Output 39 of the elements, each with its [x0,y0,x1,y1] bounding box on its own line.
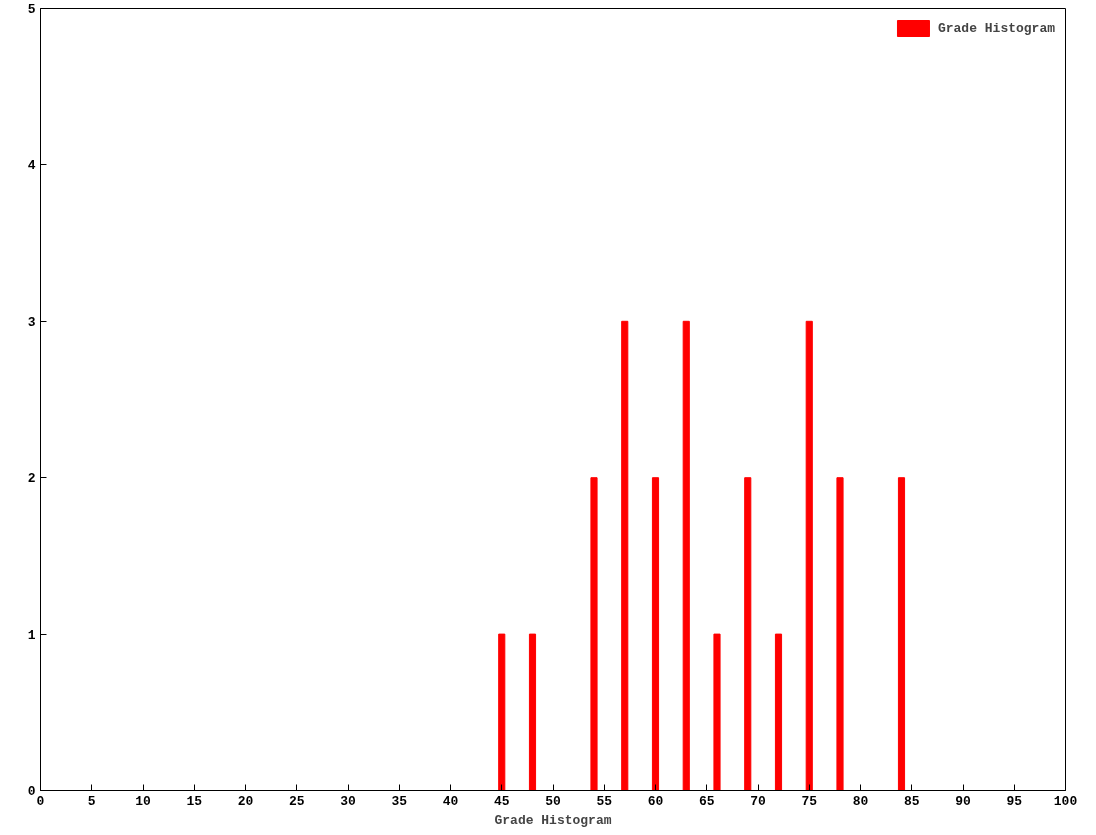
x-tick-label: 5 [87,793,96,809]
x-tick-label: 85 [903,793,920,809]
x-tick-label: 95 [1006,793,1023,809]
bar [498,633,506,791]
x-tick-label: 60 [647,793,664,809]
x-tick-label: 10 [135,793,151,809]
x-tick-label: 65 [698,793,715,809]
x-tick-label: 50 [545,793,561,809]
x-tick-label: 90 [955,793,971,809]
y-tick-label: 1 [27,627,36,643]
x-tick-label: 25 [288,793,305,809]
bar [590,477,598,791]
legend-label: Grade Histogram [937,20,1055,36]
bar [528,633,537,791]
bar [682,320,690,791]
x-tick-label: 20 [237,793,254,809]
y-tick-label: 4 [27,158,36,174]
x-tick-label: 45 [493,793,510,809]
bar [621,320,629,791]
x-tick-label: 35 [391,793,408,809]
y-tick-label: 2 [27,471,36,487]
bar [805,320,813,791]
x-tick-label: 70 [750,793,766,809]
x-tick-label: 100 [1053,793,1078,809]
x-tick-label: 40 [442,793,459,809]
x-axis-title: Grade Histogram [494,812,612,828]
x-tick-label: 80 [852,793,869,809]
bar [836,477,844,791]
x-tick-label: 15 [186,793,203,809]
x-tick-label: 30 [340,793,356,809]
y-tick-label: 5 [27,2,36,17]
x-tick-label: 55 [596,793,613,809]
x-tick-label: 75 [801,793,818,809]
bar [651,477,660,791]
y-tick-label: 3 [27,314,36,330]
bar [897,477,906,791]
bar [744,477,752,791]
bar [774,633,783,791]
bar [713,633,721,791]
